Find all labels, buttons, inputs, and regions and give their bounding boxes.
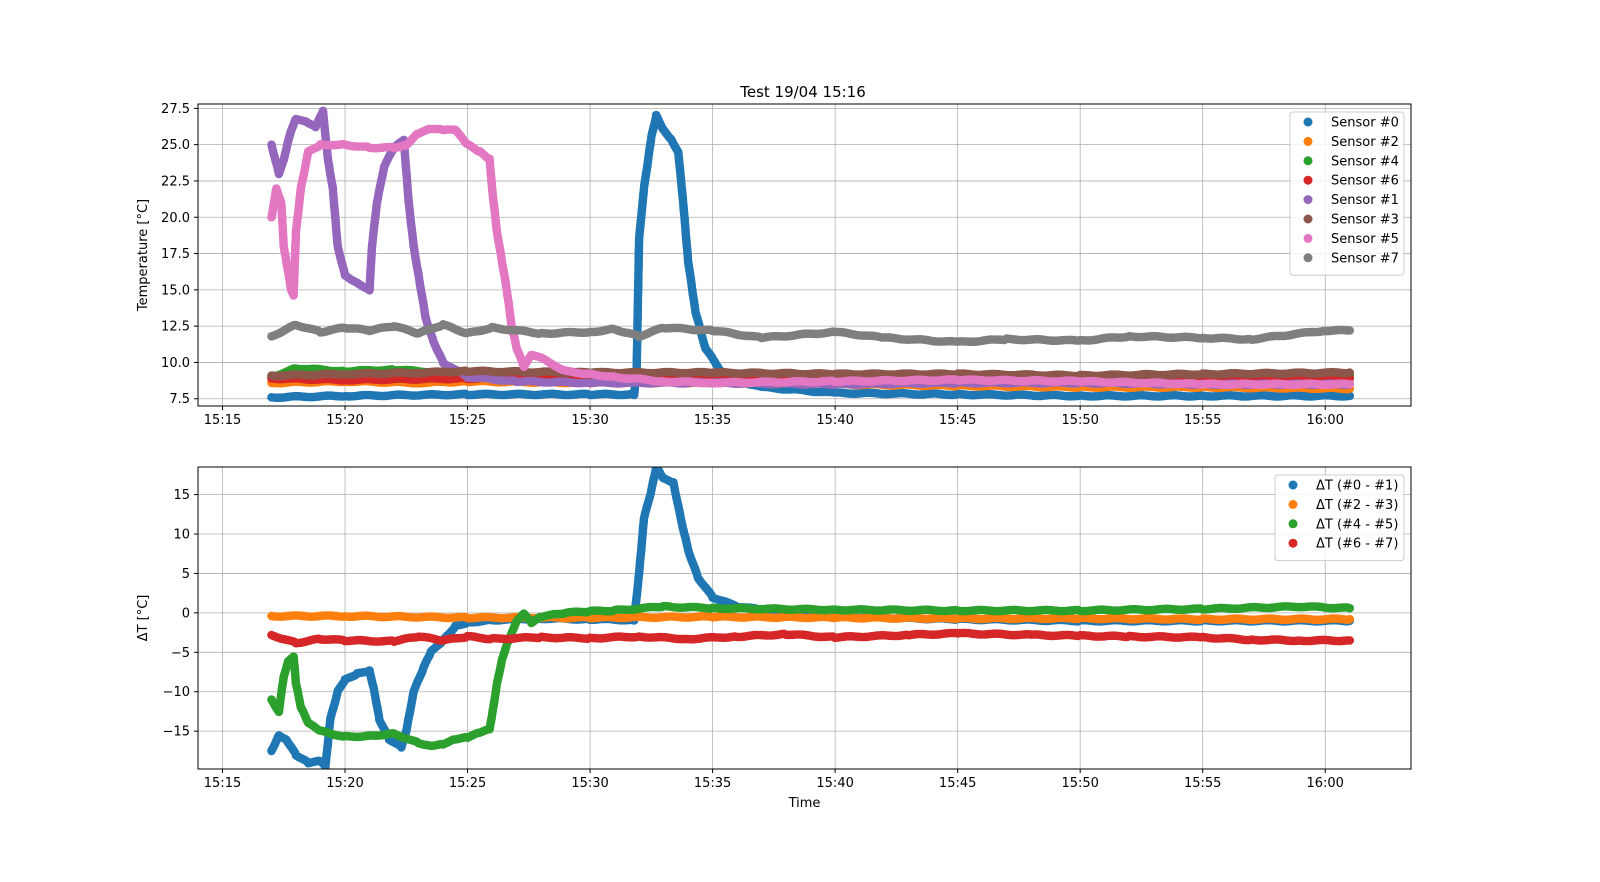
legend-label: Sensor #5	[1331, 232, 1399, 247]
data-point	[1345, 391, 1355, 401]
legend-label: Sensor #0	[1331, 116, 1399, 131]
legend-label: Sensor #3	[1331, 213, 1399, 228]
legend-marker	[1303, 233, 1313, 243]
x-tick-label: 15:40	[816, 413, 853, 428]
legend-marker	[1303, 136, 1313, 146]
legend-marker	[1303, 195, 1313, 205]
x-tick-label: 15:45	[939, 413, 976, 428]
x-tick-label: 15:35	[694, 413, 731, 428]
x-tick-label: 16:00	[1306, 413, 1343, 428]
chart-title: Test 19/04 15:16	[739, 83, 866, 101]
x-tick-label: 15:30	[571, 413, 608, 428]
y-tick-label: 22.5	[161, 174, 190, 189]
legend-label: Sensor #2	[1331, 135, 1399, 150]
legend-label: Sensor #1	[1331, 193, 1399, 208]
legend-marker	[1303, 156, 1313, 166]
series-7	[267, 320, 1355, 347]
x-tick-label: 15:25	[449, 413, 486, 428]
top-temperature-plot: 15:15 15:20 15:25 15:30 15:35 15:40 15:45 15:50…	[136, 102, 1412, 428]
x-tick-label: 15:55	[1184, 413, 1221, 428]
legend-label: Sensor #4	[1331, 154, 1399, 169]
x-tick-label: 15:50	[1061, 413, 1098, 428]
legend-marker	[1303, 253, 1313, 263]
data-point	[1345, 379, 1355, 389]
x-tick-label: 15:15	[204, 413, 241, 428]
y-tick-label: 15.0	[161, 283, 190, 298]
axes-frame	[197, 103, 1412, 407]
legend-marker	[1303, 175, 1313, 185]
plot-area	[267, 106, 1355, 403]
legend-marker	[1303, 117, 1313, 127]
data-point	[1345, 368, 1355, 377]
series-6	[267, 124, 1355, 390]
y-tick-label: 17.5	[161, 247, 190, 262]
series-0	[267, 110, 1355, 403]
bottom-delta-plot: 15:15 15:20 15:25 15:30 15:35 15:40 15:45 15:50…	[136, 466, 1412, 811]
y-axis-label: Temperature [°C]	[136, 199, 151, 312]
y-tick-label: 20.0	[161, 211, 190, 226]
y-tick-label: 7.5	[169, 392, 190, 407]
legend-label: Sensor #7	[1331, 251, 1399, 266]
y-tick-label: 25.0	[161, 138, 190, 153]
legend-marker	[1303, 214, 1313, 224]
y-tick-label: 10.0	[161, 356, 190, 371]
x-tick-label: 15:20	[326, 413, 363, 428]
y-tick-label: 27.5	[161, 102, 190, 117]
y-tick-label: 12.5	[161, 320, 190, 335]
data-point	[1345, 326, 1355, 335]
legend-label: Sensor #6	[1331, 174, 1399, 189]
legend-box	[1289, 111, 1405, 276]
plot-area	[267, 467, 1355, 769]
legend: Sensor #0 Sensor #2 Sensor #4 Sensor #6 Sens…	[1289, 111, 1405, 276]
